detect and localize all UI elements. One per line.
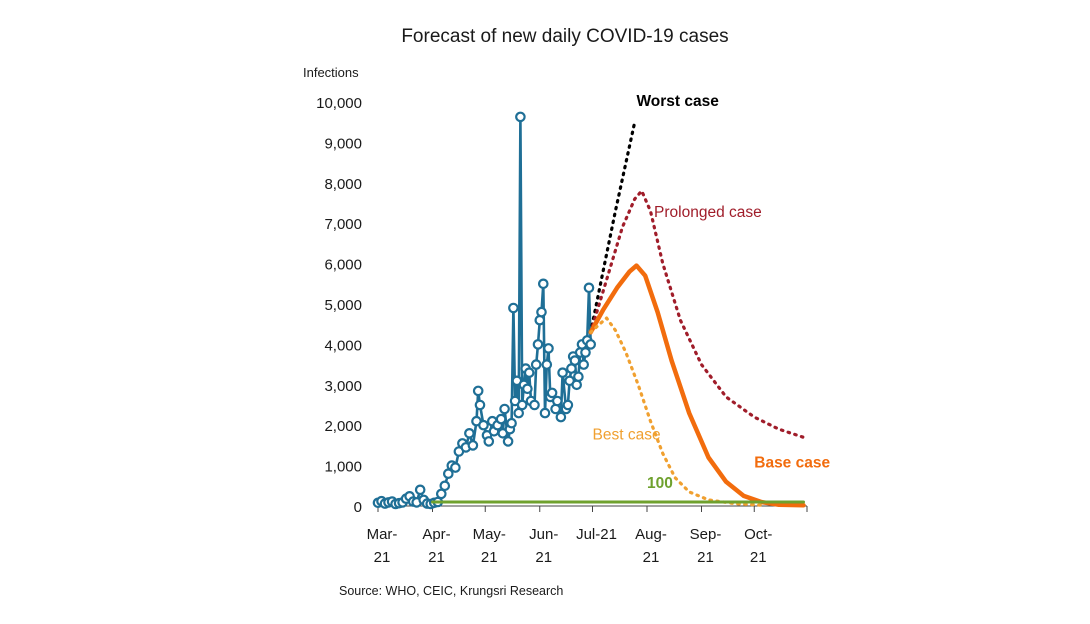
data-point	[557, 367, 568, 378]
x-tick-label: Aug-	[635, 526, 667, 543]
x-tick-label: Mar-	[367, 526, 398, 543]
data-point	[539, 407, 551, 419]
y-axis-title: Infections	[303, 65, 359, 80]
series-line-base-case	[588, 263, 806, 508]
data-point	[450, 462, 461, 473]
data-point	[536, 306, 547, 318]
chart-title: Forecast of new daily COVID-19 cases	[401, 26, 729, 47]
y-tick-label: 6,000	[324, 257, 362, 274]
y-tick-label: 1,000	[324, 459, 362, 476]
data-point	[522, 383, 533, 395]
x-tick-label: 21	[750, 549, 767, 566]
data-point	[532, 339, 544, 350]
annotation-label: Base case	[754, 455, 830, 472]
data-point	[555, 411, 567, 423]
x-tick-label: 21	[481, 549, 498, 566]
data-point	[573, 371, 584, 382]
data-point	[571, 379, 582, 391]
annotation-label: Prolonged case	[654, 204, 762, 221]
data-point	[551, 395, 563, 407]
series-line-worst-case	[589, 120, 637, 334]
x-tick-label: Jul-21	[576, 526, 617, 543]
data-point	[529, 399, 540, 411]
data-point	[515, 111, 526, 123]
data-point	[499, 403, 510, 415]
x-tick-label: Sep-	[690, 526, 722, 543]
x-tick-label: Jun-	[529, 526, 558, 543]
x-tick-label: 21	[535, 549, 552, 566]
series-line-best-case	[589, 316, 763, 507]
data-point	[580, 347, 591, 358]
y-tick-label: 0	[354, 499, 362, 516]
data-point	[543, 343, 554, 354]
y-tick-label: 10,000	[316, 95, 362, 112]
x-tick-label: Oct-	[744, 526, 772, 543]
y-tick-label: 3,000	[324, 378, 362, 395]
x-tick-label: 21	[697, 549, 714, 566]
data-point	[467, 440, 479, 451]
y-tick-label: 7,000	[324, 216, 362, 233]
data-point	[508, 302, 519, 314]
data-point	[414, 484, 426, 496]
data-point	[530, 359, 542, 370]
data-point	[537, 278, 549, 290]
y-tick-label: 9,000	[324, 135, 362, 152]
data-point	[562, 399, 574, 411]
x-tick-label: Apr-	[422, 526, 450, 543]
data-point	[583, 282, 595, 294]
annotation-label: Best case	[593, 426, 661, 443]
data-point	[472, 385, 484, 397]
data-point	[495, 413, 507, 425]
y-tick-label: 8,000	[324, 176, 362, 193]
data-point	[516, 399, 528, 411]
series-line-actual	[377, 115, 592, 506]
x-tick-label: 21	[643, 549, 660, 566]
data-point	[569, 355, 581, 366]
x-tick-label: May-	[473, 526, 506, 543]
data-point	[541, 359, 553, 370]
annotation-label: Worst case	[636, 93, 719, 110]
y-tick-label: 2,000	[324, 418, 362, 435]
source-note: Source: WHO, CEIC, Krungsri Research	[339, 584, 564, 598]
x-tick-label: 21	[374, 549, 391, 566]
data-point	[523, 367, 535, 378]
y-tick-label: 5,000	[324, 297, 362, 314]
x-tick-label: 21	[428, 549, 445, 566]
series-line-prolonged-case	[589, 189, 806, 439]
data-point	[585, 339, 596, 350]
data-point	[534, 314, 546, 326]
data-point	[464, 427, 475, 439]
data-point	[474, 399, 486, 411]
data-point	[502, 436, 514, 447]
data-point	[439, 480, 451, 492]
y-tick-label: 4,000	[324, 337, 362, 354]
data-point	[478, 419, 489, 431]
data-point	[506, 417, 517, 429]
data-point	[546, 387, 558, 399]
data-point	[483, 436, 495, 447]
data-point	[578, 359, 589, 370]
annotation-label: 100	[647, 475, 673, 492]
